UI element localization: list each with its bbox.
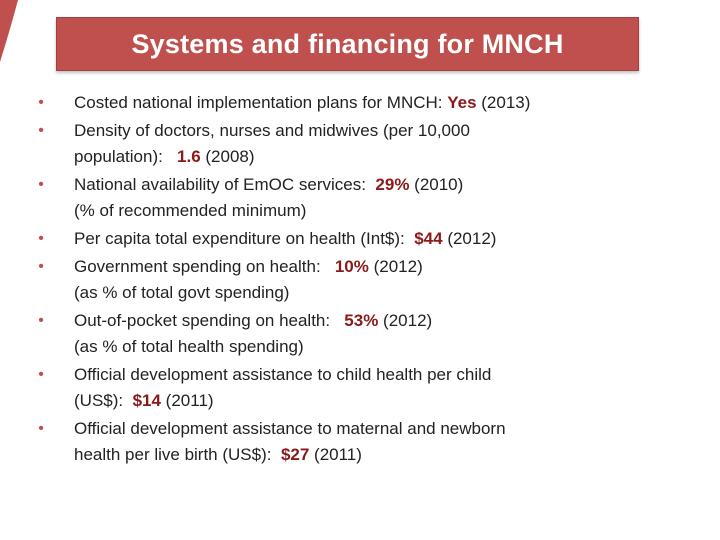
bullet-line2: health per live birth (US$): [74, 445, 277, 464]
bullet-value: 29% [375, 175, 410, 194]
bullet-value: $44 [414, 229, 443, 248]
bullet-line2: (% of recommended minimum) [74, 201, 307, 220]
list-item: • Official development assistance to mat… [34, 416, 674, 468]
bullet-text: Per capita total expenditure on health (… [74, 229, 410, 248]
bullet-icon: • [38, 258, 44, 275]
bullet-list: • Costed national implementation plans f… [34, 90, 674, 470]
bullet-tail: (2008) [200, 147, 255, 166]
bullet-value: Yes [447, 93, 477, 112]
bullet-value: 1.6 [177, 147, 201, 166]
bullet-icon: • [38, 176, 44, 193]
corner-accent-decoration [0, 0, 18, 62]
bullet-tail: (2012) [442, 229, 497, 248]
bullet-value: 10% [334, 257, 369, 276]
title-banner: Systems and financing for MNCH [56, 17, 639, 71]
bullet-line2: population): [74, 147, 168, 166]
bullet-tail: (2013) [476, 93, 531, 112]
list-item: • National availability of EmOC services… [34, 172, 674, 224]
bullet-text: Official development assistance to child… [74, 365, 492, 384]
list-item: • Costed national implementation plans f… [34, 90, 674, 116]
bullet-value: 53% [344, 311, 379, 330]
bullet-tail: (2012) [368, 257, 423, 276]
bullet-value: $14 [132, 391, 161, 410]
bullet-icon: • [38, 230, 44, 247]
bullet-icon: • [38, 122, 44, 139]
list-item: • Government spending on health: 10% (20… [34, 254, 674, 306]
list-item: • Density of doctors, nurses and midwive… [34, 118, 674, 170]
bullet-text: Official development assistance to mater… [74, 419, 506, 438]
bullet-tail: (2012) [378, 311, 433, 330]
bullet-tail: (2011) [160, 391, 214, 410]
list-item: • Official development assistance to chi… [34, 362, 674, 414]
bullet-text: Density of doctors, nurses and midwives … [74, 121, 470, 140]
bullet-icon: • [38, 312, 44, 329]
bullet-line2: (as % of total health spending) [74, 337, 304, 356]
bullet-text: Out-of-pocket spending on health: [74, 311, 335, 330]
bullet-text: Government spending on health: [74, 257, 326, 276]
bullet-value: $27 [280, 445, 310, 464]
bullet-icon: • [38, 420, 44, 437]
bullet-text: Costed national implementation plans for… [74, 93, 448, 112]
bullet-tail: (2010) [409, 175, 464, 194]
bullet-text: National availability of EmOC services: [74, 175, 371, 194]
list-item: • Out-of-pocket spending on health: 53% … [34, 308, 674, 360]
bullet-line2: (as % of total govt spending) [74, 283, 290, 302]
bullet-icon: • [38, 94, 44, 111]
list-item: • Per capita total expenditure on health… [34, 226, 674, 252]
bullet-tail: (2011) [309, 445, 362, 464]
bullet-line2: (US$): [74, 391, 128, 410]
bullet-icon: • [38, 366, 44, 383]
slide-title: Systems and financing for MNCH [131, 28, 564, 59]
